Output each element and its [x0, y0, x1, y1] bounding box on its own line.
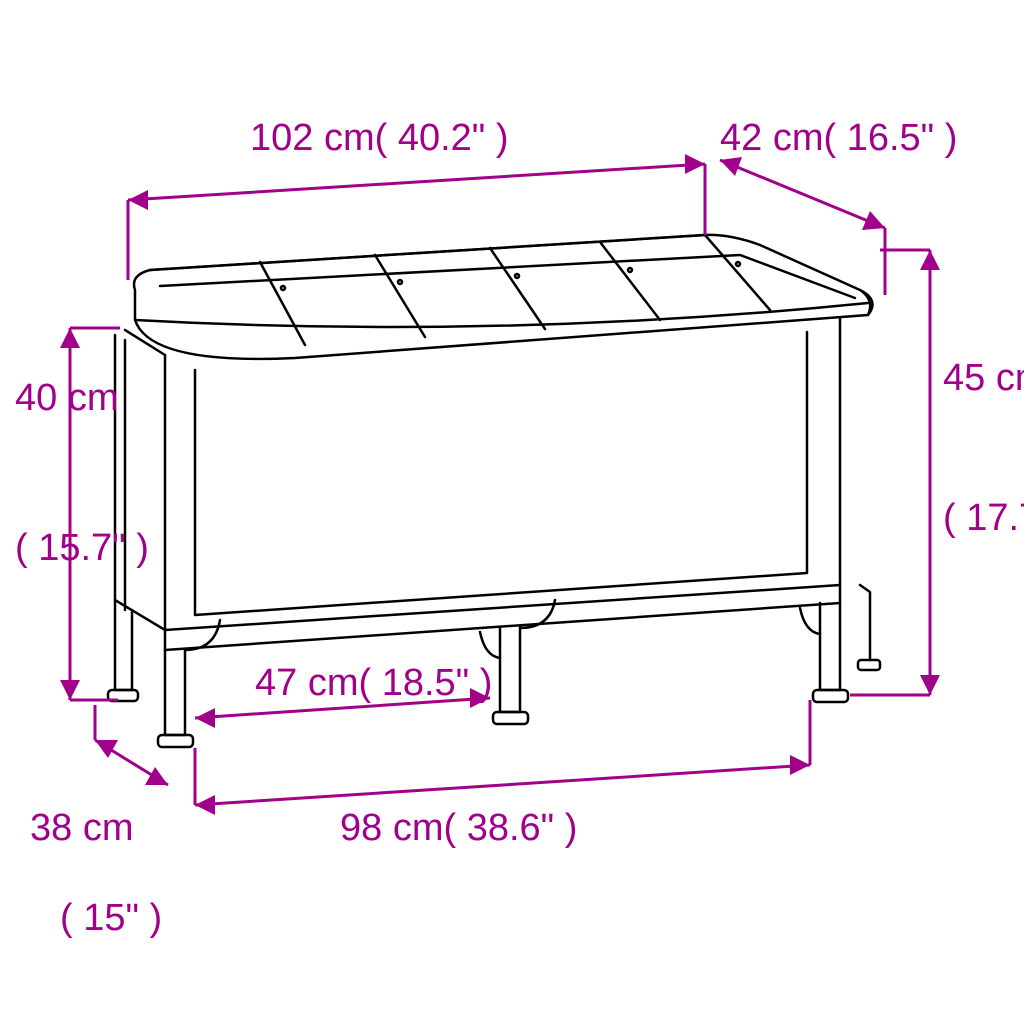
leg-spacing-in: ( 18.5" ) [358, 662, 492, 704]
right-height-in: ( 17.7" ) [943, 497, 1024, 539]
top-depth-cm: 42 cm [720, 117, 823, 159]
left-height-cm: 40 cm [15, 377, 118, 419]
dimension-diagram: 102 cm( 40.2" ) 42 cm( 16.5" ) 45 cm ( 1… [0, 0, 1024, 1024]
base-width-in: ( 38.6" ) [443, 807, 577, 849]
svg-text:42 cm( 16.5" ): 42 cm( 16.5" ) [720, 117, 957, 159]
dimension-labels: 102 cm( 40.2" ) 42 cm( 16.5" ) 45 cm ( 1… [15, 117, 1024, 939]
svg-text:98 cm( 38.6" ): 98 cm( 38.6" ) [340, 807, 577, 849]
svg-text:102 cm( 40.2" ): 102 cm( 40.2" ) [250, 117, 509, 159]
leg-spacing-cm: 47 cm [255, 662, 358, 704]
svg-text:47 cm( 18.5" ): 47 cm( 18.5" ) [255, 662, 492, 704]
base-width-cm: 98 cm [340, 807, 443, 849]
base-depth-cm: 38 cm [30, 807, 133, 849]
right-height-cm: 45 cm [943, 357, 1024, 399]
top-width-in: ( 40.2" ) [375, 117, 509, 159]
bench-drawing [108, 235, 880, 747]
left-height-in: ( 15.7" ) [15, 527, 149, 569]
top-width-cm: 102 cm [250, 117, 375, 159]
base-depth-in: ( 15" ) [60, 897, 162, 939]
top-depth-in: ( 16.5" ) [823, 117, 957, 159]
